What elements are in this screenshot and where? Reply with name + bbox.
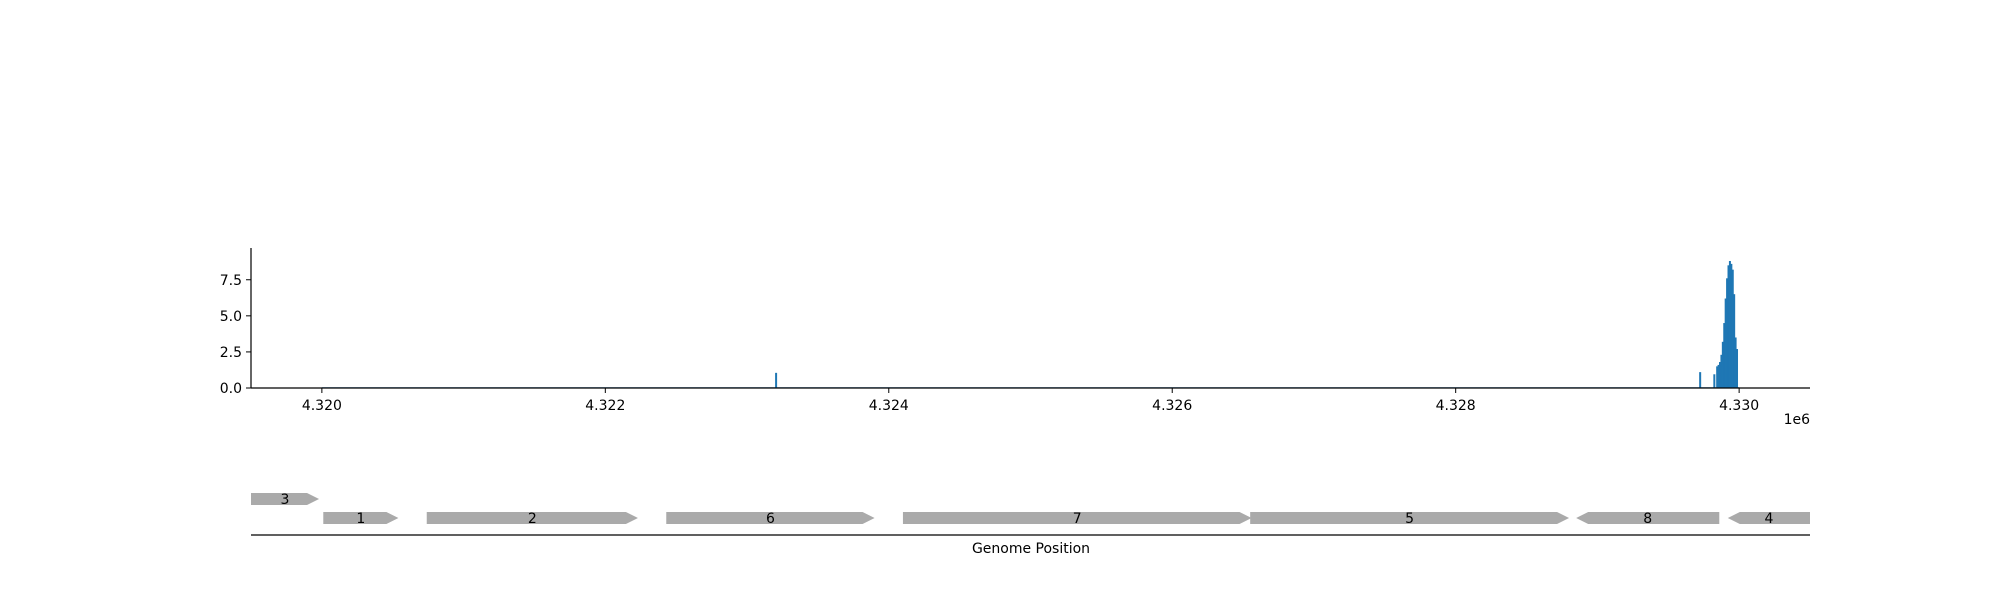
coverage-bar [1734, 337, 1737, 388]
coverage-bar [1716, 366, 1719, 388]
coverage-bar [1720, 354, 1723, 388]
gene-arrow [666, 512, 875, 524]
gene-arrow [251, 493, 320, 505]
x-tick-label: 4.322 [585, 398, 625, 414]
coverage-bar [1727, 265, 1730, 388]
gene-label: 8 [1643, 511, 1652, 527]
gene-label: 4 [1764, 511, 1773, 527]
gene-arrow [1576, 512, 1720, 524]
y-tick-label: 7.5 [220, 273, 242, 289]
gene-arrow [426, 512, 638, 524]
x-tick-label: 4.324 [869, 398, 909, 414]
gene-label: 2 [528, 511, 537, 527]
x-offset-label: 1e6 [1784, 412, 1811, 428]
coverage-bar [775, 372, 778, 388]
coverage-bars [321, 260, 1740, 388]
coverage-bar [1713, 374, 1716, 388]
x-tick-label: 4.330 [1719, 398, 1759, 414]
x-axis: 4.320 4.322 4.324 4.326 4.328 4.330 [251, 387, 1810, 414]
coverage-bar [1726, 278, 1729, 388]
coverage-bar [1719, 362, 1722, 388]
coverage-bar [1730, 263, 1733, 388]
coverage-bar [1733, 294, 1736, 388]
coverage-bar [1721, 341, 1724, 388]
gene-label: 5 [1405, 511, 1414, 527]
x-tick-label: 4.326 [1152, 398, 1192, 414]
coverage-bar [1736, 349, 1739, 388]
coverage-bar [1731, 269, 1734, 388]
y-tick-label: 0.0 [220, 381, 242, 397]
gene-arrow [1727, 512, 1810, 524]
gene-arrow [902, 512, 1252, 524]
gene-arrow [1250, 512, 1570, 524]
y-axis: 0.0 2.5 5.0 7.5 [220, 248, 252, 397]
coverage-bar [1724, 298, 1727, 388]
gene-label: 1 [356, 511, 365, 527]
gene-label: 3 [281, 492, 290, 508]
coverage-plot: 4.320 4.322 4.324 4.326 4.328 4.330 0.0 2.5 5.0… [220, 248, 1810, 428]
x-tick-label: 4.320 [302, 398, 342, 414]
x-tick-label: 4.328 [1436, 398, 1476, 414]
gene-label: 7 [1073, 511, 1082, 527]
gene-track-xlabel: Genome Position [972, 541, 1090, 557]
gene-label: 6 [766, 511, 775, 527]
y-tick-label: 2.5 [220, 345, 242, 361]
gene-track: 3 1 2 6 7 5 8 4 Genome Position [251, 492, 1810, 557]
gene-arrow [323, 512, 399, 524]
coverage-bar [1728, 260, 1731, 388]
coverage-bar [1723, 323, 1726, 388]
coverage-bar [1699, 372, 1702, 388]
coverage-bar [1717, 364, 1720, 388]
gene-arrows: 3 1 2 6 7 5 8 4 [251, 492, 1810, 527]
y-tick-label: 5.0 [220, 309, 242, 325]
